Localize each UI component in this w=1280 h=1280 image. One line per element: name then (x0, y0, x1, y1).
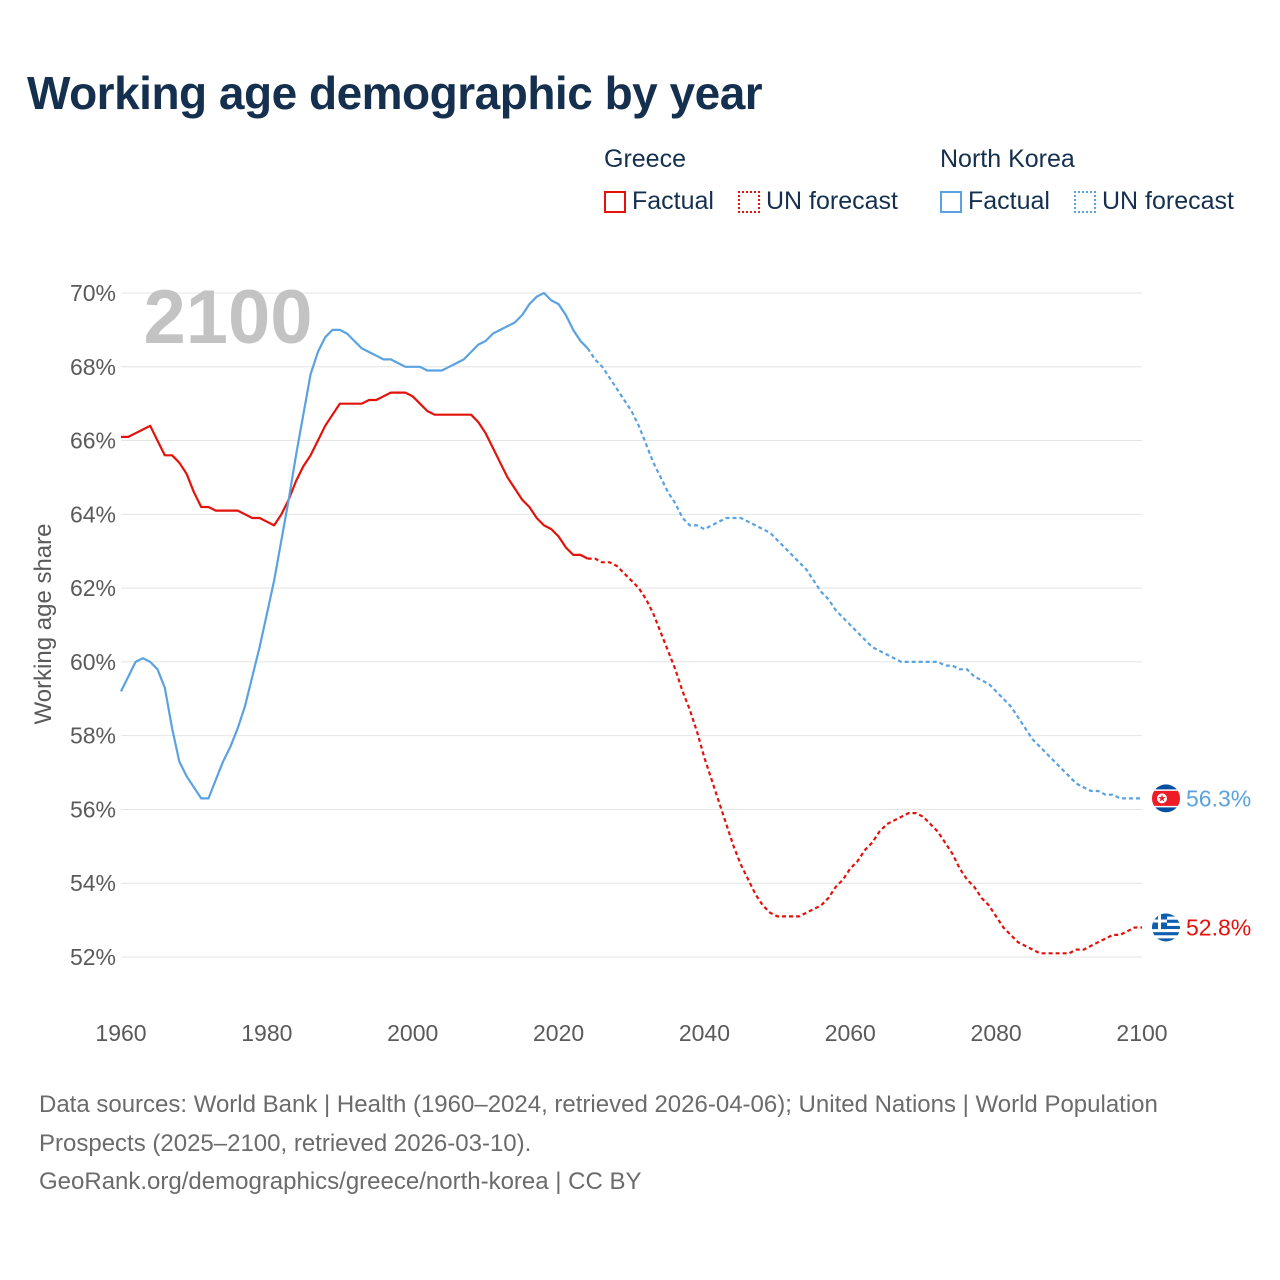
legend-group-greece: Greece (604, 145, 686, 173)
x-tick-label: 2080 (971, 1020, 1022, 1046)
end-value-label-north-korea: 56.3% (1186, 785, 1251, 811)
legend-swatch-solid (940, 190, 962, 213)
legend-label: Factual (632, 187, 714, 215)
legend-label: Factual (968, 187, 1050, 215)
series-end-markers: 52.8% 56.3% (1152, 784, 1251, 942)
year-watermark: 2100 (143, 275, 312, 360)
line-chart: 2100 52% 54% 56% 58% 60% 62% 64% 66% 68% 70% 1960… (30, 275, 1251, 1046)
x-tick-label: 2060 (825, 1020, 876, 1046)
grid-lines (121, 292, 1142, 958)
data-sources: Data sources: World Bank | Health (1960–… (39, 1091, 1158, 1157)
x-tick-label: 1960 (95, 1020, 146, 1046)
y-axis-ticks: 52% 54% 56% 58% 60% 62% 64% 66% 68% 70% (70, 280, 116, 970)
legend-label: UN forecast (766, 187, 898, 215)
y-tick-label: 56% (70, 796, 116, 822)
legend-item-greece-forecast[interactable]: UN forecast (738, 187, 898, 216)
y-tick-label: 66% (70, 428, 116, 454)
series-lines (120, 291, 1142, 955)
north-korea-flag-icon (1152, 784, 1180, 813)
y-tick-label: 62% (70, 575, 116, 601)
footer: Data sources: World Bank | Health (1960–… (39, 1086, 1219, 1202)
y-tick-label: 54% (70, 870, 116, 896)
legend-swatch-dotted (738, 190, 760, 213)
x-tick-label: 2040 (679, 1020, 730, 1046)
end-value-label-greece: 52.8% (1186, 914, 1251, 940)
y-tick-label: 58% (70, 723, 116, 749)
series-line-greece-forecast[interactable] (587, 557, 1142, 955)
legend-item-greece-factual[interactable]: Factual (604, 187, 714, 216)
y-tick-label: 60% (70, 649, 116, 675)
series-line-north-korea-factual[interactable] (120, 291, 589, 800)
greece-flag-icon (1152, 913, 1180, 942)
x-tick-label: 1980 (241, 1020, 292, 1046)
legend-swatch-solid (604, 190, 626, 213)
x-tick-label: 2020 (533, 1020, 584, 1046)
credit-link[interactable]: GeoRank.org/demographics/greece/north-ko… (39, 1168, 642, 1195)
chart-title: Working age demographic by year (27, 67, 763, 119)
x-axis-ticks: 1960 1980 2000 2020 2040 2060 2080 2100 (95, 1020, 1167, 1046)
series-line-greece-factual[interactable] (121, 391, 589, 560)
y-tick-label: 70% (70, 280, 116, 306)
legend-label: UN forecast (1102, 187, 1234, 215)
legend-item-north-korea-factual[interactable]: Factual (940, 187, 1050, 216)
y-axis-label: Working age share (30, 524, 57, 725)
legend-item-north-korea-forecast[interactable]: UN forecast (1074, 187, 1234, 216)
y-tick-label: 52% (70, 944, 116, 970)
y-tick-label: 68% (70, 354, 116, 380)
legend-swatch-dotted (1074, 190, 1096, 213)
y-tick-label: 64% (70, 501, 116, 527)
legend-group-north-korea: North Korea (940, 145, 1075, 173)
series-line-north-korea-forecast[interactable] (586, 347, 1142, 800)
x-tick-label: 2100 (1116, 1020, 1167, 1046)
x-tick-label: 2000 (387, 1020, 438, 1046)
